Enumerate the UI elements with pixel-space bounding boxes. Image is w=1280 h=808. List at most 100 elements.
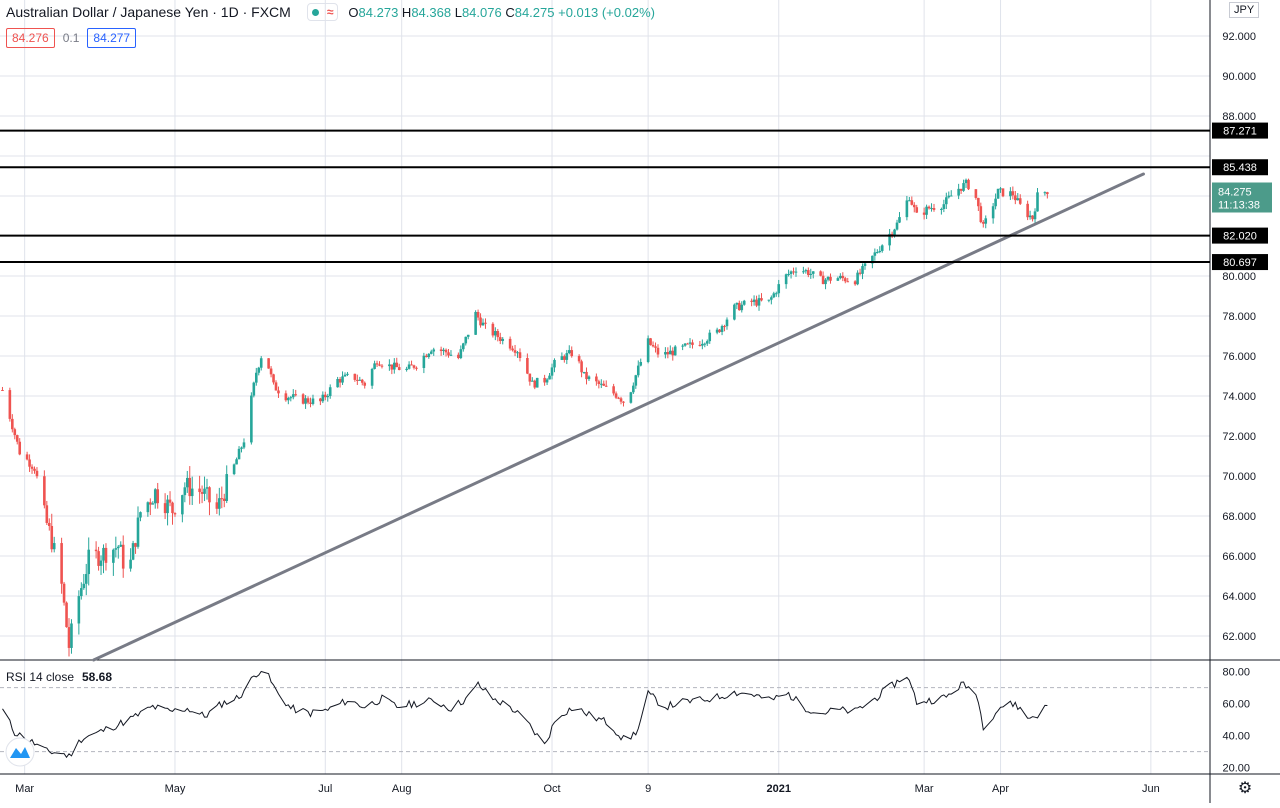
- candle: [410, 360, 413, 366]
- candle-body: [1028, 215, 1032, 218]
- candle: [356, 374, 359, 385]
- candle: [353, 373, 357, 382]
- candle: [65, 601, 68, 628]
- candle: [718, 328, 721, 333]
- logo-mark: [10, 747, 30, 758]
- candle: [858, 268, 862, 276]
- candle: [163, 493, 167, 520]
- candle: [876, 249, 879, 254]
- candle: [595, 373, 598, 386]
- candle-body: [945, 197, 948, 205]
- candle: [802, 266, 805, 274]
- candle: [60, 537, 63, 594]
- candle: [397, 363, 401, 371]
- currency-badge[interactable]: JPY: [1229, 2, 1260, 18]
- ohlc-close: 84.275: [514, 4, 555, 20]
- price-tick-7: 76.000: [1222, 351, 1256, 363]
- candle: [380, 364, 384, 369]
- candle-body: [809, 273, 813, 275]
- candle: [235, 457, 238, 465]
- candle: [336, 376, 339, 388]
- candle: [70, 619, 73, 654]
- candle-body: [792, 271, 795, 273]
- candle: [577, 354, 581, 364]
- candle-body: [533, 380, 537, 388]
- candle: [843, 276, 847, 284]
- candle: [30, 464, 34, 474]
- candle: [878, 246, 882, 254]
- candle-body: [427, 353, 431, 358]
- candle: [112, 548, 115, 576]
- candle: [188, 466, 192, 505]
- candle: [654, 342, 657, 353]
- candle-body: [602, 383, 606, 386]
- candle-body: [656, 347, 660, 355]
- candle: [784, 273, 788, 289]
- candle-body: [925, 206, 928, 215]
- candle-body: [151, 503, 155, 505]
- candle: [422, 352, 426, 374]
- candle: [792, 267, 795, 275]
- candle-body: [287, 397, 290, 401]
- rsi-tick-0: 20.00: [1222, 763, 1250, 775]
- candle-body: [30, 466, 34, 469]
- candle-body: [701, 343, 704, 346]
- gear-icon[interactable]: ⚙: [1237, 780, 1253, 797]
- candle-body: [826, 276, 830, 280]
- candle: [646, 335, 650, 364]
- candle-body: [225, 474, 229, 502]
- bid-button[interactable]: 84.276: [6, 28, 55, 48]
- candle: [940, 207, 943, 215]
- ohlc-change: +0.013 (+0.02%): [558, 4, 655, 20]
- candle-body: [153, 489, 157, 504]
- candle: [341, 371, 344, 385]
- candle-body: [802, 271, 805, 273]
- candle-body: [947, 195, 951, 198]
- candle: [819, 270, 822, 277]
- candle-body: [634, 375, 638, 386]
- candle-body: [28, 459, 31, 467]
- candle-body: [390, 364, 394, 370]
- candle: [153, 488, 157, 509]
- candle-body: [1016, 198, 1020, 201]
- candle: [619, 396, 623, 405]
- level-label-box-2: [1212, 227, 1268, 244]
- candle: [807, 267, 810, 278]
- candle-body: [846, 281, 850, 283]
- candle-body: [294, 394, 298, 396]
- candle-body: [134, 543, 137, 547]
- candle: [82, 573, 86, 590]
- candle-body: [893, 229, 896, 236]
- ask-button[interactable]: 84.277: [87, 28, 137, 48]
- candle: [582, 371, 586, 374]
- candle: [166, 495, 169, 526]
- candle: [392, 358, 396, 374]
- candle: [28, 454, 31, 472]
- candle-body: [65, 602, 68, 628]
- candle-body: [580, 361, 583, 373]
- candle: [964, 178, 968, 188]
- indicator-pills[interactable]: ≈: [306, 3, 339, 21]
- candle-body: [415, 367, 418, 369]
- candle: [183, 482, 187, 503]
- candle-body: [252, 382, 256, 396]
- candle: [240, 446, 243, 453]
- candle-body: [139, 512, 142, 518]
- candle-body: [545, 379, 549, 383]
- candle-body: [1031, 215, 1034, 220]
- candle-body: [821, 275, 825, 285]
- candle-body: [738, 302, 741, 311]
- candle: [636, 360, 640, 378]
- candle-body: [932, 208, 936, 210]
- candle-body: [979, 206, 983, 223]
- candle: [942, 199, 946, 213]
- candle: [319, 397, 322, 406]
- candle-body: [619, 398, 623, 402]
- price-tick-9: 80.000: [1222, 271, 1256, 283]
- candle-body: [208, 487, 211, 503]
- candle-body: [824, 279, 827, 285]
- candle-body: [171, 502, 174, 514]
- candle: [13, 427, 17, 440]
- candle-body: [597, 381, 601, 385]
